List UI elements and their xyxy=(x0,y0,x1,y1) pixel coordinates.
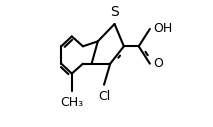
Text: S: S xyxy=(110,5,119,19)
Text: Cl: Cl xyxy=(98,90,110,103)
Text: O: O xyxy=(154,57,163,70)
Text: OH: OH xyxy=(154,22,173,35)
Text: CH₃: CH₃ xyxy=(60,96,83,109)
